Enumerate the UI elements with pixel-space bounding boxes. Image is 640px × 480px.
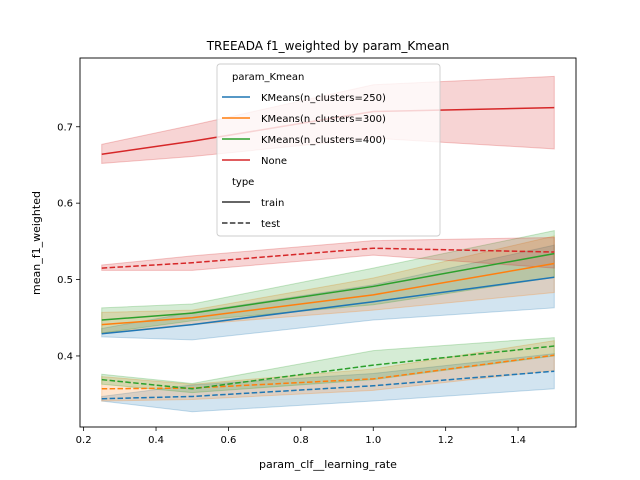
x-tick-label: 0.2 — [76, 435, 92, 446]
x-tick-label: 0.6 — [220, 435, 236, 446]
y-tick-label: 0.7 — [57, 122, 73, 133]
x-axis-ticks: 0.2 0.4 0.6 0.8 1.0 1.2 1.4 — [76, 427, 526, 446]
legend-entry: KMeans(n_clusters=250) — [261, 93, 386, 104]
ci-band-6 — [101, 337, 555, 394]
series-line-0 — [101, 276, 555, 335]
x-tick-label: 1.2 — [438, 435, 454, 446]
y-axis-ticks: 0.4 0.5 0.6 0.7 — [57, 122, 80, 362]
x-axis-label: param_clf__learning_rate — [259, 458, 397, 471]
legend-entry: None — [261, 156, 287, 167]
y-tick-label: 0.6 — [57, 199, 73, 210]
x-tick-label: 1.0 — [365, 435, 381, 446]
x-tick-label: 0.4 — [148, 435, 164, 446]
legend-box — [216, 63, 441, 237]
x-tick-label: 1.4 — [510, 435, 526, 446]
legend-style-title: type — [232, 177, 254, 188]
legend-entry: KMeans(n_clusters=400) — [261, 135, 386, 146]
series-lines — [101, 106, 555, 400]
chart-title: TREEADA f1_weighted by param_Kmean — [206, 39, 450, 53]
y-tick-label: 0.5 — [57, 275, 73, 286]
y-axis-label: mean_f1_weighted — [30, 191, 43, 295]
series-line-2 — [101, 252, 555, 321]
y-tick-label: 0.4 — [57, 351, 73, 362]
legend-entry: train — [261, 198, 284, 209]
legend-entry: test — [261, 219, 280, 230]
plot-frame — [79, 57, 577, 428]
series-line-6 — [101, 345, 555, 390]
legend-hue-title: param_Kmean — [232, 72, 304, 83]
x-tick-label: 0.8 — [293, 435, 309, 446]
legend: param_Kmean KMeans(n_clusters=250) KMean… — [216, 63, 441, 237]
legend-entry: KMeans(n_clusters=300) — [261, 114, 386, 125]
ci-band-7 — [101, 237, 555, 271]
series-line-1 — [101, 262, 555, 326]
